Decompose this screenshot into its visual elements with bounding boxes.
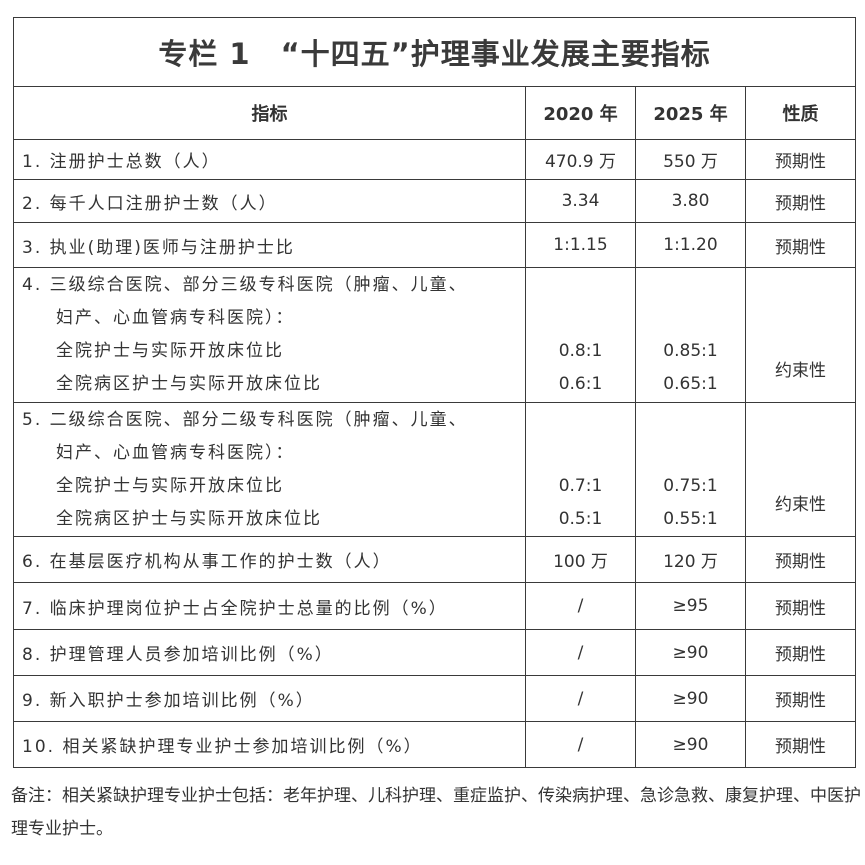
value-2020: / bbox=[525, 675, 636, 722]
value-2025: 3.80 bbox=[635, 179, 746, 223]
indicator-cell: 6. 在基层医疗机构从事工作的护士数（人） bbox=[13, 536, 526, 583]
nature-cell: 预期性 bbox=[744, 139, 857, 180]
value-2020: 100 万 bbox=[525, 536, 636, 583]
indicator-cell: 5. 二级综合医院、部分二级专科医院（肿瘤、儿童、 妇产、心血管病专科医院）： … bbox=[13, 402, 526, 537]
indicator-line: 妇产、心血管病专科医院）： bbox=[56, 442, 295, 463]
sub-value: 0.85:1 bbox=[663, 341, 718, 361]
sub-indicator: 全院护士与实际开放床位比 bbox=[56, 475, 284, 496]
header-2020: 2020 年 bbox=[525, 86, 636, 140]
indicator-cell: 2. 每千人口注册护士数（人） bbox=[13, 179, 526, 223]
sub-value: 0.5:1 bbox=[558, 508, 603, 529]
table-row: 1. 注册护士总数（人） 470.9 万 550 万 预期性 bbox=[13, 139, 857, 180]
header-2025: 2025 年 bbox=[635, 86, 746, 140]
nature-cell: 预期性 bbox=[744, 675, 857, 722]
table-row: 8. 护理管理人员参加培训比例（%） / ≥90 预期性 bbox=[13, 629, 857, 676]
indicators-table: 专栏 1 “十四五”护理事业发展主要指标 指标 2020 年 2025 年 性质… bbox=[12, 17, 857, 768]
nature-cell: 预期性 bbox=[744, 629, 857, 676]
value-2025: ≥90 bbox=[635, 629, 746, 676]
header-row: 指标 2020 年 2025 年 性质 bbox=[13, 86, 857, 140]
indicator-cell: 10. 相关紧缺护理专业护士参加培训比例（%） bbox=[13, 721, 526, 768]
sub-value: 0.6:1 bbox=[558, 374, 603, 394]
value-2025: ≥90 bbox=[635, 675, 746, 722]
nature-cell: 约束性 bbox=[744, 267, 857, 403]
indicator-cell: 1. 注册护士总数（人） bbox=[13, 139, 526, 180]
table-row: 7. 临床护理岗位护士占全院护士总量的比例（%） / ≥95 预期性 bbox=[13, 582, 857, 630]
indicator-line: 妇产、心血管病专科医院）： bbox=[56, 308, 295, 328]
nature-cell: 预期性 bbox=[744, 582, 857, 630]
sub-value: 0.55:1 bbox=[663, 508, 718, 529]
table-row-group: 4. 三级综合医院、部分三级专科医院（肿瘤、儿童、 妇产、心血管病专科医院）： … bbox=[13, 267, 857, 403]
indicator-cell: 4. 三级综合医院、部分三级专科医院（肿瘤、儿童、 妇产、心血管病专科医院）： … bbox=[13, 267, 526, 403]
table-row: 3. 执业(助理)医师与注册护士比 1:1.15 1:1.20 预期性 bbox=[13, 222, 857, 268]
sub-indicator: 全院病区护士与实际开放床位比 bbox=[56, 374, 322, 394]
value-2025: 120 万 bbox=[635, 536, 746, 583]
value-2020: / bbox=[525, 582, 636, 630]
sub-value: 0.75:1 bbox=[663, 475, 718, 496]
value-2025: 0.75:1 0.55:1 bbox=[635, 402, 746, 537]
value-2020: 1:1.15 bbox=[525, 222, 636, 268]
nature-cell: 预期性 bbox=[744, 536, 857, 583]
indicator-cell: 8. 护理管理人员参加培训比例（%） bbox=[13, 629, 526, 676]
table-row: 2. 每千人口注册护士数（人） 3.34 3.80 预期性 bbox=[13, 179, 857, 223]
nature-value: 约束性 bbox=[775, 360, 827, 381]
value-2020: 0.8:1 0.6:1 bbox=[525, 267, 636, 403]
value-2025: ≥95 bbox=[635, 582, 746, 630]
table-row: 6. 在基层医疗机构从事工作的护士数（人） 100 万 120 万 预期性 bbox=[13, 536, 857, 583]
value-2020: 0.7:1 0.5:1 bbox=[525, 402, 636, 537]
sub-indicator: 全院病区护士与实际开放床位比 bbox=[56, 508, 322, 529]
value-2025: ≥90 bbox=[635, 721, 746, 768]
footnote: 备注：相关紧缺护理专业护士包括：老年护理、儿科护理、重症监护、传染病护理、急诊急… bbox=[11, 786, 861, 839]
indicator-line: 5. 二级综合医院、部分二级专科医院（肿瘤、儿童、 bbox=[22, 409, 468, 430]
value-2025: 550 万 bbox=[635, 139, 746, 180]
nature-cell: 约束性 bbox=[744, 402, 857, 537]
nature-cell: 预期性 bbox=[744, 222, 857, 268]
table-row-group: 5. 二级综合医院、部分二级专科医院（肿瘤、儿童、 妇产、心血管病专科医院）： … bbox=[13, 402, 857, 537]
table-row: 9. 新入职护士参加培训比例（%） / ≥90 预期性 bbox=[13, 675, 857, 722]
header-nature: 性质 bbox=[744, 86, 857, 140]
sub-value: 0.65:1 bbox=[663, 374, 718, 394]
nature-cell: 预期性 bbox=[744, 721, 857, 768]
sub-indicator: 全院护士与实际开放床位比 bbox=[56, 341, 284, 361]
value-2025: 1:1.20 bbox=[635, 222, 746, 268]
indicator-cell: 3. 执业(助理)医师与注册护士比 bbox=[13, 222, 526, 268]
indicator-cell: 9. 新入职护士参加培训比例（%） bbox=[13, 675, 526, 722]
sub-value: 0.8:1 bbox=[558, 341, 603, 361]
nature-cell: 预期性 bbox=[744, 179, 857, 223]
sub-value: 0.7:1 bbox=[558, 475, 603, 496]
nature-value: 约束性 bbox=[775, 495, 827, 515]
value-2020: 3.34 bbox=[525, 179, 636, 223]
indicator-line: 4. 三级综合医院、部分三级专科医院（肿瘤、儿童、 bbox=[22, 275, 468, 295]
value-2020: / bbox=[525, 721, 636, 768]
indicator-cell: 7. 临床护理岗位护士占全院护士总量的比例（%） bbox=[13, 582, 526, 630]
value-2020: 470.9 万 bbox=[525, 139, 636, 180]
header-indicator: 指标 bbox=[13, 86, 526, 140]
value-2025: 0.85:1 0.65:1 bbox=[635, 267, 746, 403]
value-2020: / bbox=[525, 629, 636, 676]
table-row: 10. 相关紧缺护理专业护士参加培训比例（%） / ≥90 预期性 bbox=[13, 721, 857, 768]
table-title: 专栏 1 “十四五”护理事业发展主要指标 bbox=[12, 17, 857, 87]
